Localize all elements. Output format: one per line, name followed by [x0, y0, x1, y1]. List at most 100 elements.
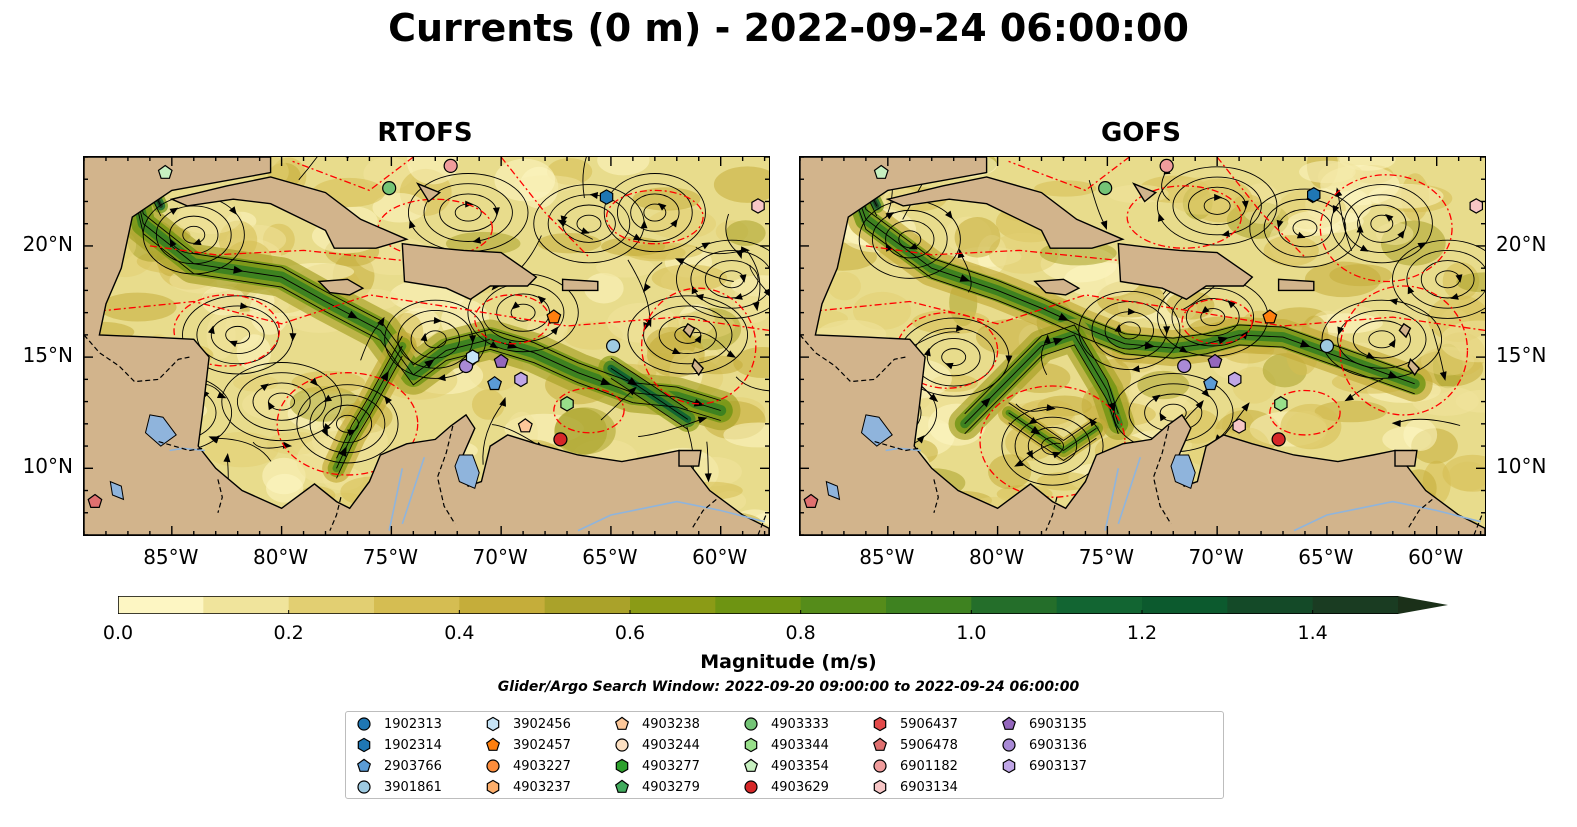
lon-tick-gofs: 85°W	[859, 545, 915, 569]
float-marker-2903766	[487, 375, 503, 391]
float-marker-4903333	[1098, 181, 1113, 196]
legend: 1902313 1902314 2903766 3901861 3902456 39024…	[345, 711, 1224, 799]
float-marker-6903137	[514, 371, 528, 388]
legend-label: 4903277	[642, 758, 700, 774]
land	[84, 157, 769, 535]
legend-marker-circle	[486, 759, 500, 773]
frame-ticks	[800, 157, 1485, 535]
legend-item-3902457: 3902457	[485, 735, 571, 755]
float-marker-4903354	[157, 164, 173, 179]
colorbar-segment	[118, 596, 204, 614]
float-marker-6903136	[1177, 358, 1192, 374]
colorbar-segment	[544, 596, 631, 614]
legend-label: 6901182	[900, 758, 958, 774]
legend-marker-hexagon	[873, 779, 887, 795]
legend-item-4903333: 4903333	[743, 714, 829, 734]
legend-label: 4903344	[771, 737, 829, 753]
legend-item-6903136: 6903136	[1001, 735, 1087, 755]
float-marker-6903135	[1207, 353, 1223, 368]
float-marker-5906478	[87, 493, 103, 508]
legend-label: 3902457	[513, 737, 571, 753]
float-marker-6903135	[493, 353, 509, 368]
float-marker-6903134	[751, 198, 765, 214]
legend-marker-pentagon	[485, 737, 501, 751]
lakes	[109, 414, 480, 501]
float-marker-4903354	[873, 164, 889, 179]
legend-item-4903629: 4903629	[743, 777, 829, 797]
colorbar-segment	[1227, 596, 1314, 614]
legend-marker-circle	[744, 717, 758, 731]
legend-label: 6903137	[1029, 758, 1087, 774]
legend-label: 6903136	[1029, 737, 1087, 753]
float-marker-3902456	[465, 349, 480, 365]
colorbar-extend-arrow	[1398, 596, 1448, 614]
float-marker-6903137	[1228, 371, 1242, 388]
float-marker-1902314	[599, 189, 614, 205]
legend-item-4903238: 4903238	[614, 714, 700, 734]
map-panel-gofs	[799, 156, 1486, 536]
lon-tick-gofs: 75°W	[1078, 545, 1134, 569]
legend-label: 4903629	[771, 779, 829, 795]
colorbar-segment	[1312, 596, 1399, 614]
colorbar-segment	[715, 596, 802, 614]
legend-marker-hexagon	[357, 737, 371, 753]
colorbar-segment	[374, 596, 460, 614]
float-markers	[803, 158, 1484, 508]
float-marker-4903344	[1274, 396, 1288, 412]
legend-marker-circle	[357, 780, 371, 794]
float-marker-4903333	[382, 181, 397, 196]
lon-tick-gofs: 70°W	[1188, 545, 1244, 569]
legend-item-4903227: 4903227	[485, 756, 571, 776]
colorbar-segment	[886, 596, 972, 614]
legend-item-4903244: 4903244	[614, 735, 700, 755]
legend-marker-hexagon	[744, 737, 758, 753]
legend-item-4903277: 4903277	[614, 756, 700, 776]
legend-item-6903134: 6903134	[872, 777, 958, 797]
legend-label: 3901861	[384, 779, 442, 795]
legend-label: 4903237	[513, 779, 571, 795]
lon-tick-rtofs: 60°W	[692, 545, 748, 569]
float-marker-5906478	[803, 493, 819, 508]
map-svg-gofs	[800, 157, 1485, 535]
legend-item-5906437: 5906437	[872, 714, 958, 734]
colorbar-segment	[459, 596, 546, 614]
colorbar-label: Magnitude (m/s)	[700, 651, 877, 673]
legend-item-6901182: 6901182	[872, 756, 958, 776]
legend-label: 4903227	[513, 758, 571, 774]
colorbar	[118, 596, 1448, 614]
search-window-text: Glider/Argo Search Window: 2022-09-20 09…	[497, 679, 1080, 695]
legend-item-2903766: 2903766	[356, 756, 442, 776]
legend-marker-pentagon	[872, 737, 888, 751]
float-marker-1902314	[1307, 187, 1321, 203]
legend-marker-pentagon	[614, 716, 630, 730]
float-markers	[87, 158, 765, 508]
legend-label: 5906437	[900, 716, 958, 732]
lon-tick-rtofs: 75°W	[362, 545, 418, 569]
colorbar-segment	[1142, 596, 1228, 614]
legend-label: 2903766	[384, 758, 442, 774]
legend-label: 1902314	[384, 737, 442, 753]
legend-marker-hexagon	[1002, 758, 1016, 774]
legend-label: 3902456	[513, 716, 571, 732]
float-marker-3901861	[1319, 338, 1335, 354]
lat-tick-left: 15°N	[22, 343, 73, 368]
legend-marker-pentagon	[356, 758, 372, 772]
legend-marker-circle	[1002, 738, 1016, 752]
legend-item-4903344: 4903344	[743, 735, 829, 755]
lon-tick-rtofs: 65°W	[582, 545, 638, 569]
legend-marker-circle	[873, 759, 887, 773]
panel-title-gofs: GOFS	[1101, 118, 1181, 148]
legend-item-3902456: 3902456	[485, 714, 571, 734]
colorbar-segment	[971, 596, 1058, 614]
legend-item-1902313: 1902313	[356, 714, 442, 734]
colorbar-segment	[203, 596, 290, 614]
colorbar-tick-label: 1.0	[956, 622, 987, 644]
colorbar-segment	[630, 596, 716, 614]
float-marker-4903629	[1271, 432, 1286, 447]
legend-marker-pentagon	[614, 779, 630, 793]
lat-tick-right: 10°N	[1496, 454, 1547, 479]
colorbar-tick-label: 0.6	[614, 622, 646, 644]
legend-label: 4903354	[771, 758, 829, 774]
legend-marker-hexagon	[873, 716, 887, 732]
colorbar-tick-label: 0.0	[102, 622, 134, 644]
